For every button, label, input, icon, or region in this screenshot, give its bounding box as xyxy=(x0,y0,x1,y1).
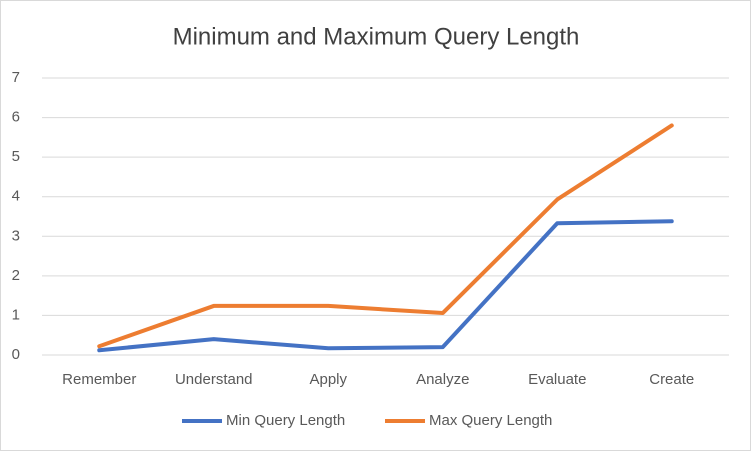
y-tick-label: 7 xyxy=(12,69,20,86)
y-tick-label: 0 xyxy=(12,346,20,363)
x-tick-label: Create xyxy=(649,371,694,388)
y-tick-label: 6 xyxy=(12,109,20,126)
x-tick-label: Remember xyxy=(62,371,136,388)
x-tick-label: Apply xyxy=(309,371,347,388)
data-line xyxy=(97,123,674,349)
x-tick-label: Understand xyxy=(175,371,253,388)
y-tick-label: 2 xyxy=(12,267,20,284)
legend-label: Max Query Length xyxy=(429,412,552,429)
y-tick-label: 1 xyxy=(12,306,20,323)
x-tick-label: Evaluate xyxy=(528,371,586,388)
y-tick-label: 3 xyxy=(12,227,20,244)
data-line xyxy=(97,219,674,353)
x-tick-label: Analyze xyxy=(416,371,469,388)
y-tick-label: 5 xyxy=(12,148,20,165)
legend-label: Min Query Length xyxy=(226,412,345,429)
chart-title: Minimum and Maximum Query Length xyxy=(173,23,580,50)
y-tick-label: 4 xyxy=(12,188,20,205)
